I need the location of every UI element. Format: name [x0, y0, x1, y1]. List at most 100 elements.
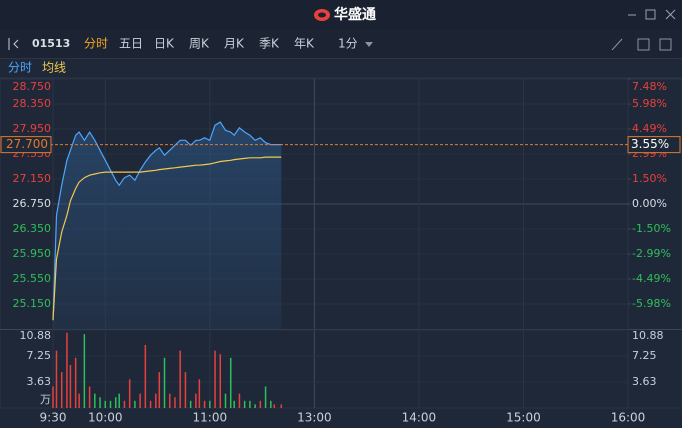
volume-bar — [104, 400, 107, 408]
tab[interactable]: 季K — [259, 37, 280, 51]
y-tick-label: 28.350 — [13, 97, 52, 110]
y-tick-label: 27.950 — [13, 122, 52, 135]
y2-tick-label: 5.98% — [632, 97, 667, 110]
volume-bar — [99, 397, 101, 408]
y-tick-label: 28.750 — [13, 80, 52, 93]
volume-bar — [198, 379, 201, 408]
volume-bar — [149, 400, 152, 408]
volume-bar — [168, 393, 171, 408]
tab[interactable]: 周K — [189, 37, 210, 51]
period[interactable]: 1分 — [338, 37, 358, 51]
toolbar: 01513 1分 分时 五日 日K 周K 月K 季K 年K — [0, 30, 682, 59]
volume-bar — [179, 350, 181, 408]
legend-entry: 均线 — [42, 61, 66, 75]
volume-bar — [52, 386, 54, 408]
y-tick-label: 25.150 — [13, 297, 52, 310]
volume-bar — [94, 393, 96, 408]
volume-bar — [233, 400, 235, 408]
volume-bar — [163, 357, 166, 408]
volume-bar — [118, 393, 120, 408]
logo — [314, 9, 330, 21]
header-bar: 华盛通 — [314, 6, 676, 23]
tab[interactable]: 分时 — [84, 37, 108, 51]
y-tick-label: 25.950 — [13, 247, 52, 260]
volume-bar — [88, 386, 91, 408]
volume-bar — [128, 379, 131, 408]
x-tick-label: 15:00 — [506, 411, 541, 425]
volume-bar — [123, 400, 126, 408]
volume-bar — [114, 397, 117, 408]
y2-tick-label: 7.48% — [632, 80, 667, 93]
volume-bar — [134, 400, 136, 408]
x-tick-label: 16:00 — [611, 411, 646, 425]
legend-entry: 分时 — [8, 61, 32, 75]
tab[interactable]: 年K — [294, 37, 315, 51]
volume-bar — [195, 393, 197, 408]
volume-bar — [139, 393, 141, 408]
volume-bar — [144, 344, 147, 408]
dropdown-arrow[interactable] — [365, 42, 373, 47]
volume-bar — [219, 354, 222, 408]
chart: 分时 均线28.75028.35027.95027.55027.15026.750… — [0, 61, 682, 425]
volume-tick-label: 7.25 — [27, 349, 52, 362]
y-tick-label: 25.550 — [13, 272, 52, 285]
x-tick-label: 9:30 — [40, 411, 67, 425]
y2-tick-label: -1.50% — [632, 222, 671, 235]
y2-tick-label: -2.99% — [632, 247, 671, 260]
toolbar-bar: 01513 1分 分时 五日 日K 周K 月K 季K 年K — [8, 37, 672, 51]
volume-unit: 万 — [40, 393, 51, 406]
y-tick-label: 26.750 — [13, 197, 52, 210]
volume-bar — [83, 334, 86, 408]
volume-bar — [264, 386, 267, 408]
volume-bar — [259, 400, 262, 408]
tab[interactable]: 五日 — [119, 37, 143, 51]
current-change-box — [627, 136, 681, 154]
x-tick-label: 11:00 — [193, 411, 228, 425]
volume-bar — [229, 357, 232, 408]
volume-bar — [155, 393, 157, 408]
y2-tick-label: -4.49% — [632, 272, 671, 285]
volume-bar — [189, 400, 192, 408]
volume-tick-label: 10.88 — [20, 329, 52, 342]
volume-bar — [224, 393, 227, 408]
volume-bar — [69, 364, 72, 408]
volume-tick-label: 10.88 — [632, 329, 664, 342]
volume-bar — [243, 400, 246, 408]
current-price-box — [0, 136, 52, 154]
volume-bar — [66, 332, 68, 408]
tab[interactable]: 日K — [154, 37, 175, 51]
volume-bar — [249, 400, 251, 408]
x-tick-label: 13:00 — [297, 411, 332, 425]
tab[interactable]: 月K — [224, 37, 245, 51]
stock-code: 01513 — [32, 37, 70, 50]
volume-bar — [55, 350, 58, 408]
brand: 华盛通 — [334, 6, 376, 23]
volume-bar — [109, 400, 112, 408]
header: 华盛通 — [0, 0, 682, 30]
volume-bar — [184, 372, 187, 408]
volume-bar — [270, 400, 272, 408]
back-icon[interactable] — [8, 38, 19, 50]
volume-bar — [78, 393, 80, 408]
volume-bar — [273, 404, 276, 408]
y-tick-label: 26.350 — [13, 222, 52, 235]
volume-bar — [280, 404, 283, 408]
x-tick-label: 14:00 — [402, 411, 437, 425]
current-price-label: 27.700 — [6, 137, 48, 151]
volume-bar — [203, 400, 206, 408]
y2-tick-label: -5.98% — [632, 297, 671, 310]
volume-bar — [158, 372, 161, 408]
volume-bar — [254, 404, 256, 408]
price-area — [53, 122, 282, 329]
price-line — [52, 121, 282, 321]
volume-bar — [74, 357, 77, 408]
average-line — [52, 156, 282, 321]
volume-bar — [60, 372, 63, 408]
tool-icons[interactable] — [611, 38, 672, 51]
volume-bar — [209, 400, 211, 408]
y2-tick-label: 1.50% — [632, 172, 667, 185]
window-controls[interactable] — [628, 9, 676, 20]
volume-bar — [238, 393, 241, 408]
volume-bar — [214, 350, 216, 408]
